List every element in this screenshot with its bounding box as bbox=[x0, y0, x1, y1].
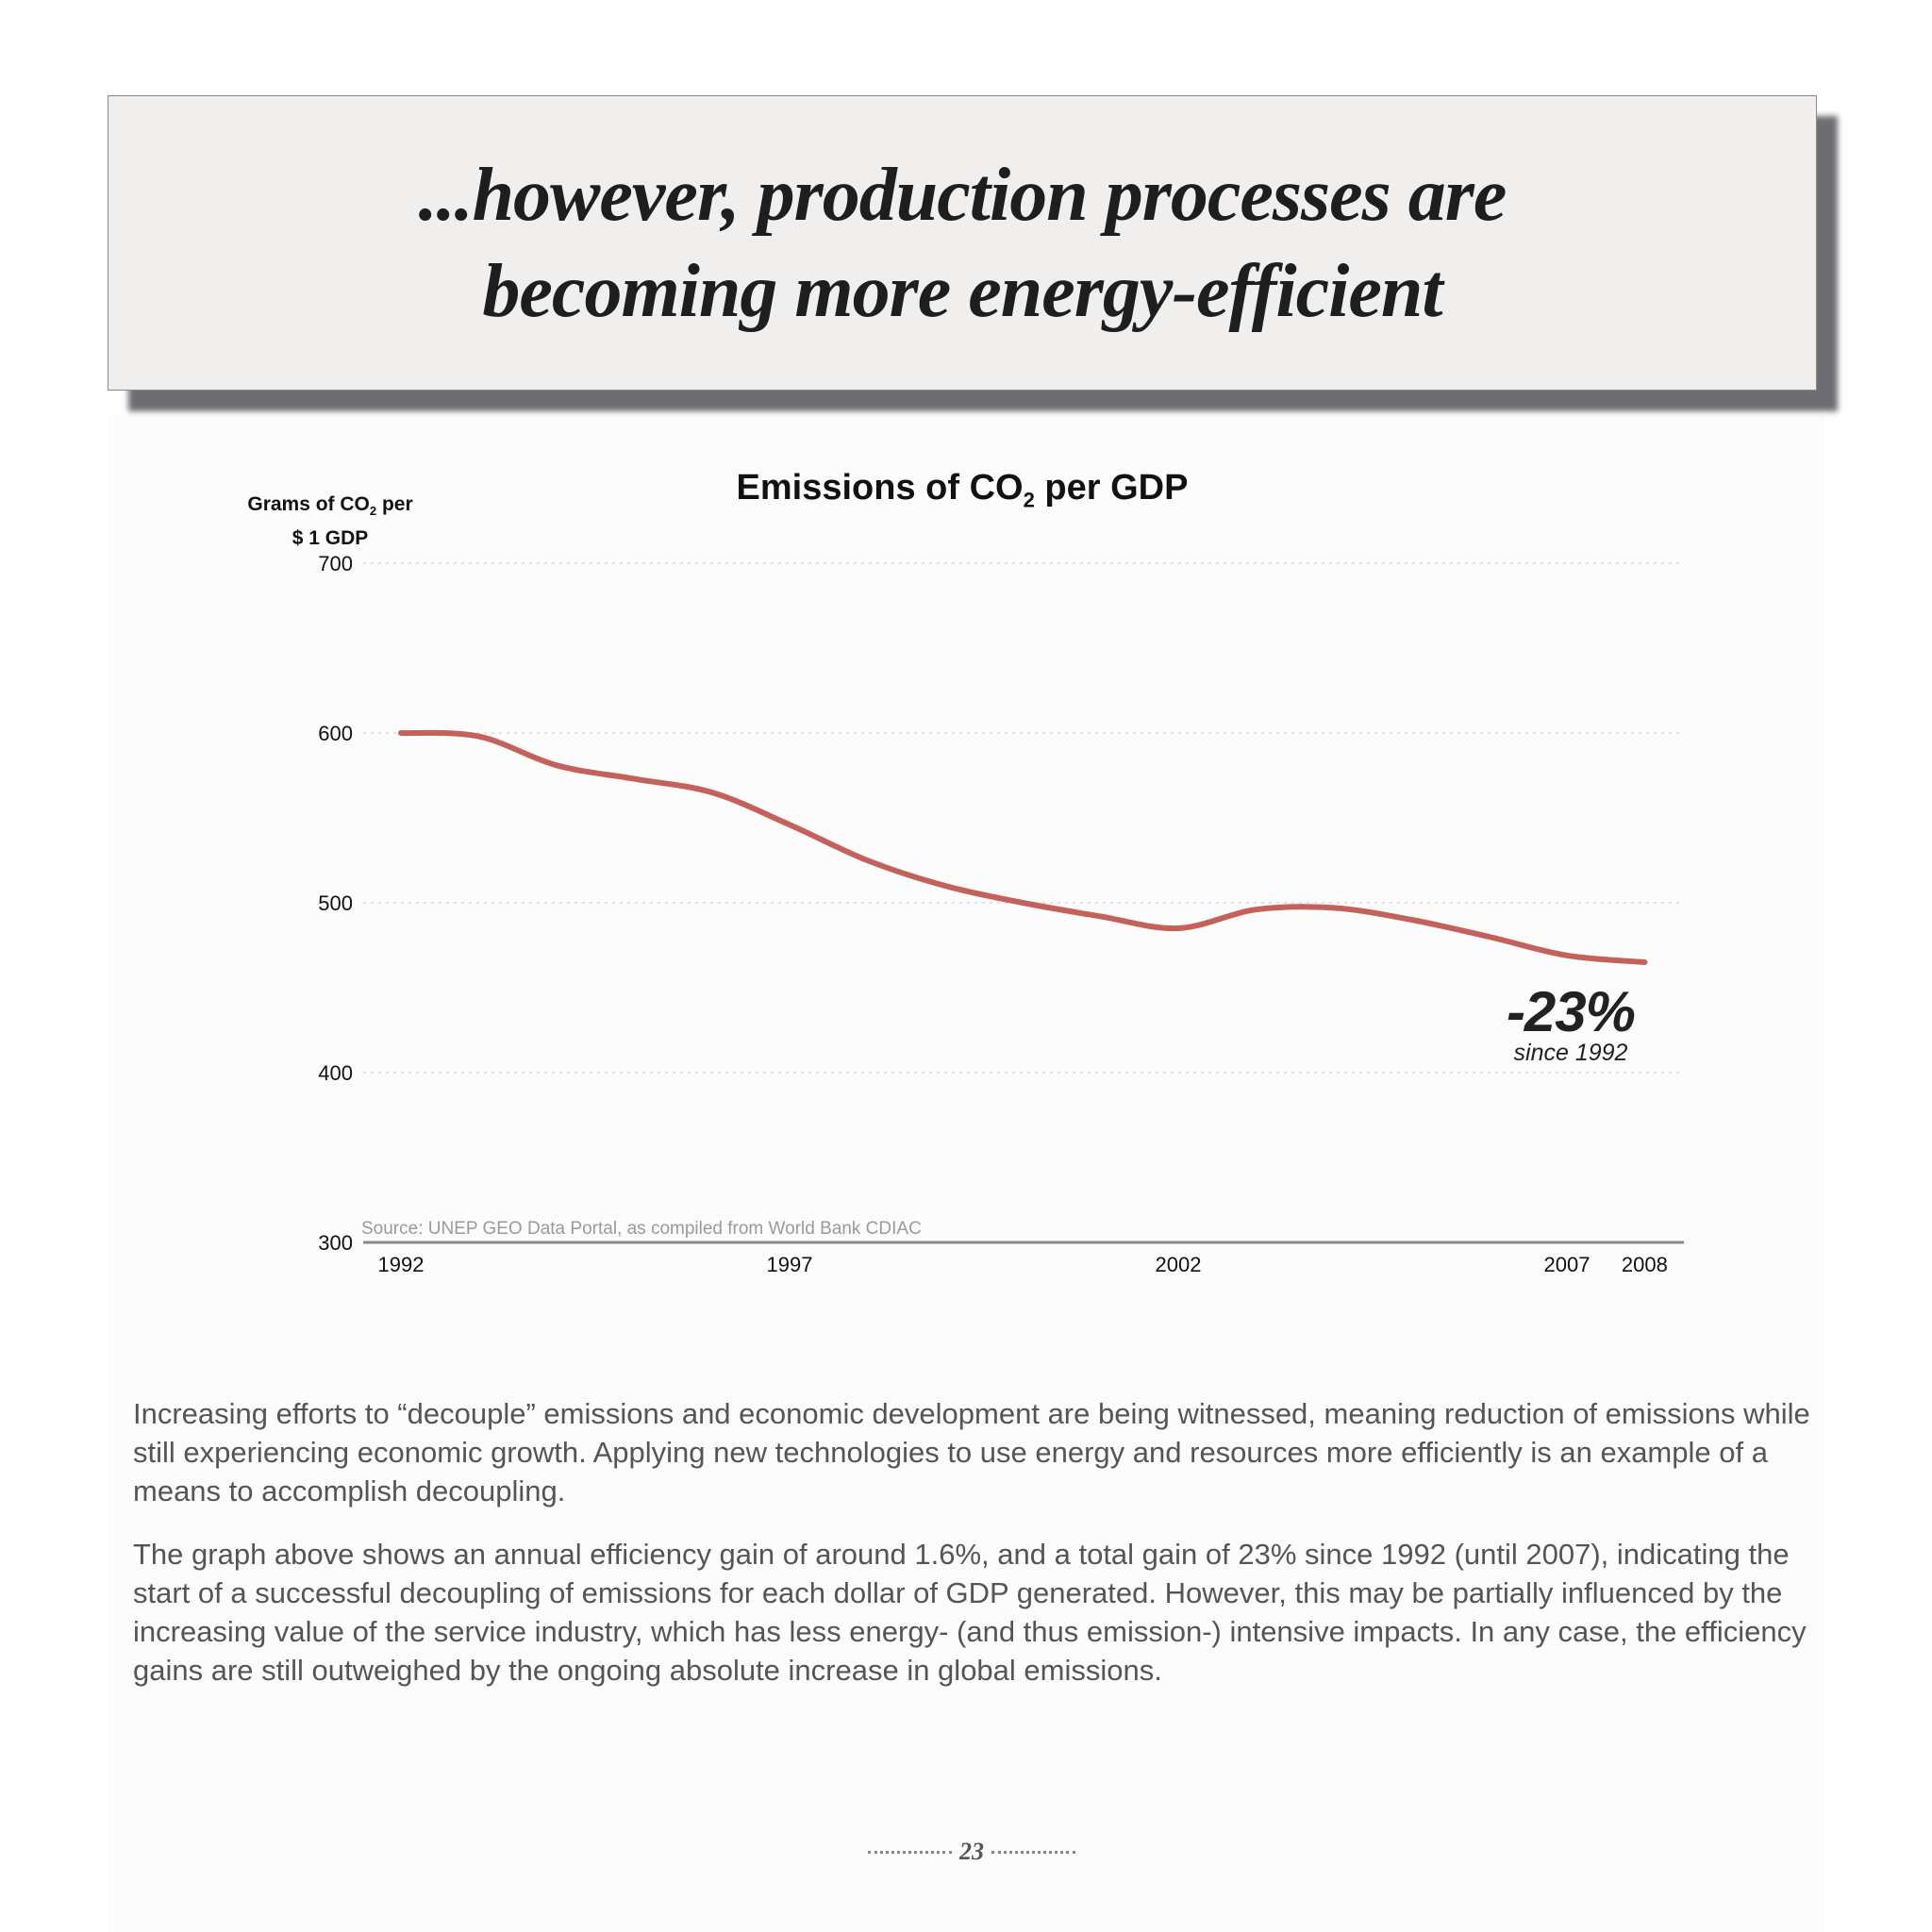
headline-line-1: ...however, production processes are bbox=[418, 153, 1507, 237]
change-annotation-caption: since 1992 bbox=[1513, 1040, 1628, 1066]
chart-source: Source: UNEP GEO Data Portal, as compile… bbox=[361, 1219, 922, 1239]
page-number-dots-right bbox=[991, 1850, 1075, 1854]
y-label-subscript: 2 bbox=[369, 504, 377, 519]
y-tick-label: 400 bbox=[318, 1061, 353, 1085]
body-paragraph-2: The graph above shows an annual efficien… bbox=[133, 1538, 1807, 1687]
y-label-part: $ 1 GDP bbox=[291, 527, 369, 550]
page-number-dots-left bbox=[868, 1850, 952, 1854]
page-number: 23 bbox=[868, 1838, 1075, 1866]
headline-banner: ...however, production processes are bec… bbox=[108, 95, 1817, 391]
headline-line-2: becoming more energy-efficient bbox=[482, 249, 1442, 333]
x-tick-label: 1997 bbox=[767, 1253, 813, 1276]
change-annotation-value: -23% bbox=[1506, 980, 1636, 1043]
y-label-part: Grams of CO bbox=[247, 493, 370, 515]
x-tick-label: 1992 bbox=[378, 1253, 425, 1276]
y-tick-label: 700 bbox=[318, 552, 353, 575]
y-tick-label: 500 bbox=[318, 891, 353, 915]
x-tick-label: 2002 bbox=[1156, 1253, 1202, 1276]
series-line bbox=[398, 729, 1648, 965]
page-background bbox=[108, 415, 1824, 1932]
y-tick-label: 600 bbox=[318, 722, 353, 745]
body-paragraph-1: Increasing efforts to “decouple” emissio… bbox=[133, 1397, 1810, 1507]
y-label-part: per bbox=[376, 493, 413, 515]
x-tick-label: 2008 bbox=[1622, 1253, 1668, 1276]
chart-title-part: Emissions of CO bbox=[736, 468, 1024, 508]
body-text: Increasing efforts to “decouple” emissio… bbox=[133, 1394, 1812, 1714]
x-tick-label: 2007 bbox=[1544, 1253, 1591, 1276]
page-number-value: 23 bbox=[959, 1838, 984, 1865]
chart-title-subscript: 2 bbox=[1023, 488, 1035, 512]
chart-title-part: per GDP bbox=[1034, 468, 1189, 508]
y-axis-label: Grams of CO2 per $ 1 GDP bbox=[208, 491, 453, 552]
y-tick-label: 300 bbox=[318, 1231, 353, 1255]
chart-title: Emissions of CO2 per GDP bbox=[585, 468, 1340, 513]
